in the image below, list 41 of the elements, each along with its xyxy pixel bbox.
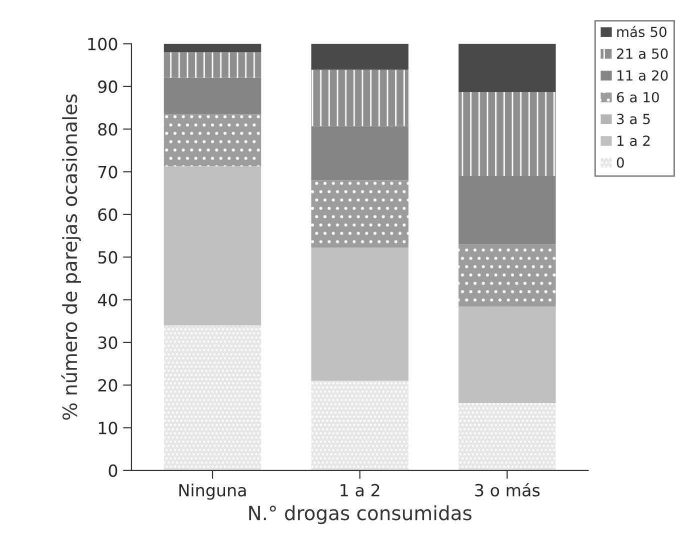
bar [458,44,556,92]
y-tick-label: 70 [98,166,118,178]
y-tick-label: 0 [108,464,118,477]
legend-label: 6 a 10 [616,92,659,102]
y-tick-label: 60 [98,208,118,221]
bar [311,70,408,126]
legend-label: 3 a 5 [617,114,650,124]
bar [458,176,556,244]
bar [458,403,556,470]
bar [164,166,262,326]
legend-label: 1 a 2 [618,136,650,146]
x-tick-label: Ninguna [179,484,246,500]
legend-label: 0 [616,157,624,168]
y-tick-label: 100 [88,38,118,50]
bar [458,244,556,307]
legend-label: 21 a 50 [616,48,668,59]
y-tick-label: 10 [98,422,118,434]
bar [311,44,408,70]
x-tick-label: 3 o más [475,482,540,497]
bar [311,180,408,248]
y-tick-label: 20 [98,379,118,392]
bar [164,325,262,470]
x-axis-title: N.° drogas consumidas [249,505,472,524]
x-tick-label: 1 a 2 [340,484,380,497]
bar [164,114,262,166]
bar [164,78,262,114]
y-tick-label: 80 [98,123,118,136]
bar [458,306,556,404]
bar [311,380,408,470]
legend-label: 11 a 20 [618,70,668,81]
bar [458,92,556,176]
bar [164,44,262,52]
y-tick-label: 90 [98,80,118,93]
legend-label: más 50 [617,26,666,38]
bar [311,126,408,180]
y-axis-title: % número de parejas ocasionales [61,94,81,420]
bar [164,52,262,78]
bar [311,248,408,381]
y-tick-label: 50 [98,251,118,264]
y-tick-label: 30 [98,336,118,349]
y-tick-label: 40 [98,294,118,306]
